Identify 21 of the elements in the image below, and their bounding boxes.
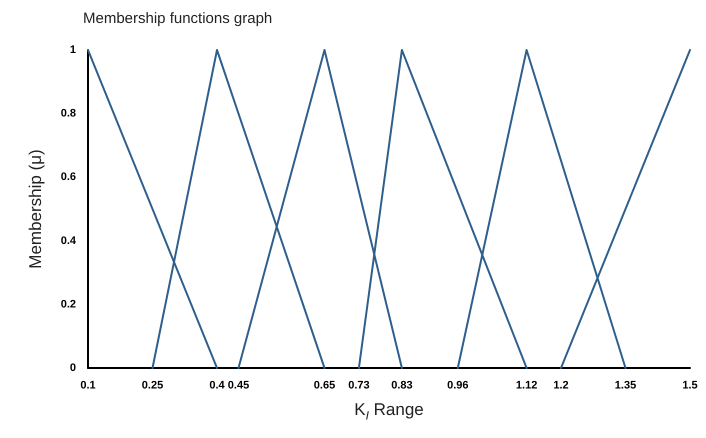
y-axis-title: Membership (μ) xyxy=(26,149,45,269)
y-tick-label: 0 xyxy=(70,362,76,374)
x-tick-label: 0.83 xyxy=(391,380,413,392)
x-axis-title: K$_{I}$ Range xyxy=(353,400,425,422)
x-tick-label: 0.45 xyxy=(228,380,250,392)
y-tick-label: 0.6 xyxy=(60,171,76,184)
x-tick-label: 1.12 xyxy=(516,380,538,392)
y-tick-label: 1 xyxy=(70,44,76,56)
x-tick-label: 0.96 xyxy=(447,380,469,392)
x-tick-label: 0.1 xyxy=(80,380,96,392)
x-tick-label: 1.5 xyxy=(682,380,698,392)
x-tick-label: 0.25 xyxy=(142,380,164,392)
chart-title: Membership functions graph xyxy=(83,10,272,27)
y-tick-label: 0.8 xyxy=(60,108,76,120)
x-tick-label: 0.4 xyxy=(209,380,226,392)
y-tick-label: 0.4 xyxy=(60,234,77,247)
x-tick-label: 0.73 xyxy=(348,380,370,392)
x-tick-label: 1.35 xyxy=(614,380,636,392)
x-tick-label: 0.65 xyxy=(314,380,336,392)
x-tick-label: 1.2 xyxy=(553,380,569,392)
y-tick-label: 0.2 xyxy=(60,298,76,310)
